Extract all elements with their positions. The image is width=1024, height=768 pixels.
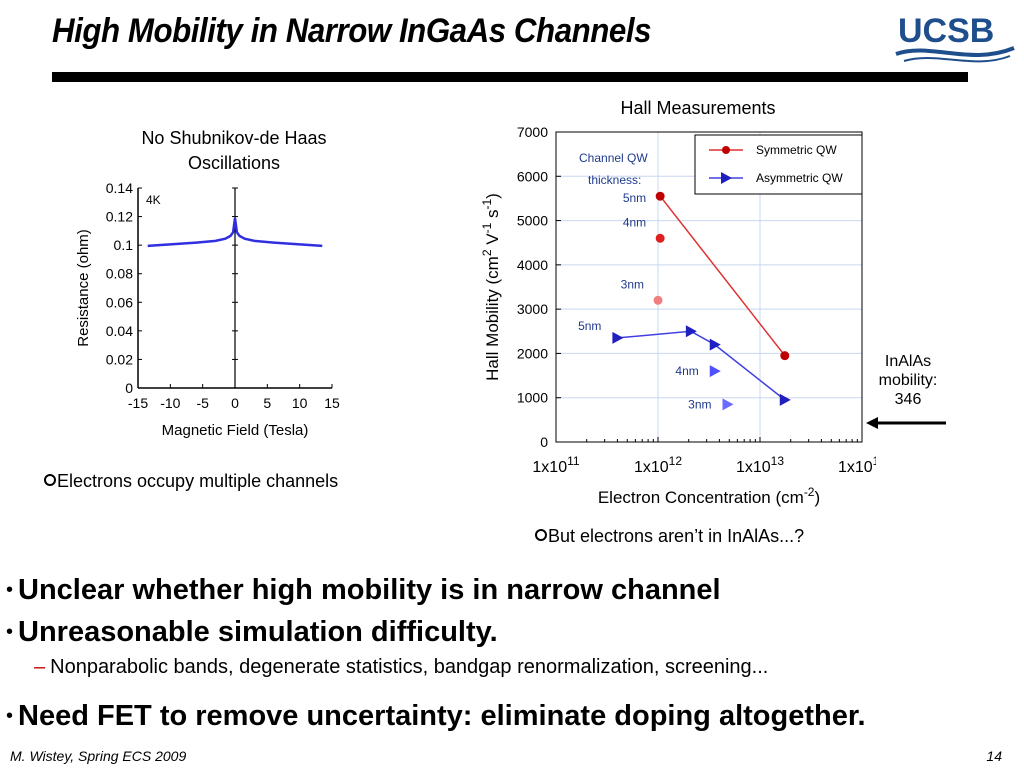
right-note: But electrons aren’t in InAlAs...?: [535, 526, 804, 547]
hollow-bullet-icon: [535, 529, 547, 541]
y-tick-label: 0.06: [106, 294, 133, 310]
symmetric-qw-point: [780, 351, 790, 361]
point-label: 3nm: [621, 277, 644, 291]
x-tick-label: 0: [231, 395, 239, 411]
y-tick-label: 0.02: [106, 351, 133, 367]
thickness-title-line1: Channel QW: [579, 151, 648, 165]
y-tick-label: 0: [540, 434, 548, 450]
y-tick-label: 1000: [517, 390, 548, 406]
bullet-2: • Unreasonable simulation difficulty.: [6, 616, 498, 648]
thickness-title-line2: thickness:: [588, 173, 641, 187]
symmetric-qw-point: [655, 233, 665, 243]
x-tick-label: 10: [292, 395, 308, 411]
ucsb-logo: UCSB: [895, 12, 1015, 63]
y-tick-label: 6000: [517, 168, 548, 184]
x-tick-label: -5: [196, 395, 209, 411]
asymmetric-qw-point: [612, 331, 624, 344]
x-tick-label: 5: [263, 395, 271, 411]
y-tick-label: 0.12: [106, 209, 133, 225]
hall-mobility-chart: 0 1000 2000 3000 4000 5000 6000 7000 1x1011 1x101…: [480, 124, 876, 507]
right-chart-caption: Hall Measurements: [620, 98, 776, 118]
dash-icon: –: [34, 656, 46, 678]
left-note: Electrons occupy multiple channels: [44, 471, 338, 492]
legend-symmetric-marker: [722, 146, 730, 154]
bullet-dot-icon: •: [6, 621, 14, 643]
x-tick-label: 1x1012: [634, 454, 682, 476]
x-axis-label: Magnetic Field (Tesla): [162, 422, 309, 439]
x-tick-label: 15: [324, 395, 340, 411]
legend-asymmetric-marker: [721, 172, 732, 184]
sub-bullet: – Nonparabolic bands, degenerate statisti…: [34, 656, 769, 678]
point-label: 4nm: [623, 215, 646, 229]
slide-title: High Mobility in Narrow InGaAs Channels: [52, 12, 652, 50]
symmetric-qw-line: [659, 195, 786, 357]
y-axis-label: Hall Mobility (cm2 V-1 s-1): [480, 193, 502, 381]
resistance-curve: [147, 217, 323, 248]
left-caption-line1: No Shubnikov-de Haas: [141, 128, 327, 148]
bullet-dot-icon: •: [6, 705, 14, 727]
y-tick-label: 5000: [517, 213, 548, 229]
asymmetric-qw-point: [779, 393, 791, 406]
symmetric-qw-point: [655, 191, 665, 201]
inalas-mobility-label: InAlAs mobility: 346: [878, 353, 938, 408]
x-tick-label: 1x1011: [532, 454, 579, 476]
point-label: 3nm: [688, 397, 711, 411]
y-tick-label: 7000: [517, 124, 548, 140]
x-tick-label: 1x1014: [838, 454, 876, 476]
hollow-bullet-icon: [44, 474, 56, 486]
y-tick-label: 3000: [517, 301, 548, 317]
chart-legend: Symmetric QW Asymmetric QW: [694, 134, 863, 195]
inalas-arrow-icon: [866, 417, 946, 429]
bullet-1: • Unclear whether high mobility is in nar…: [6, 574, 721, 606]
y-axis-label: Resistance (ohm): [75, 229, 92, 347]
temperature-label: 4K: [146, 193, 161, 207]
y-tick-label: 2000: [517, 345, 548, 361]
point-label: 5nm: [578, 319, 601, 333]
x-tick-label: 1x1013: [736, 454, 784, 476]
bullet-dot-icon: •: [6, 579, 14, 601]
y-tick-label: 0.04: [106, 323, 133, 339]
resistance-chart: -15 -10 -5 0 5 10 15 0 0.02 0.04 0.06 0.08 0.1 0.12 0.…: [75, 180, 340, 439]
footer-author: M. Wistey, Spring ECS 2009: [10, 748, 187, 764]
asymmetric-qw-point: [709, 338, 721, 351]
logo-text: UCSB: [898, 12, 994, 50]
page-number: 14: [986, 748, 1002, 764]
y-tick-label: 0.1: [114, 237, 134, 253]
x-tick-label: -10: [160, 395, 180, 411]
point-label: 5nm: [623, 191, 646, 205]
legend-symmetric-label: Symmetric QW: [756, 143, 837, 157]
asymmetric-qw-point: [722, 398, 734, 411]
y-tick-label: 4000: [517, 257, 548, 273]
title-underline: [52, 72, 968, 82]
y-tick-label: 0.08: [106, 266, 133, 282]
x-axis-label: Electron Concentration (cm-2): [598, 485, 820, 507]
legend-asymmetric-label: Asymmetric QW: [756, 171, 843, 185]
left-caption-line2: Oscillations: [187, 153, 281, 173]
asymmetric-qw-line: [617, 330, 786, 401]
y-tick-label: 0: [125, 380, 133, 396]
symmetric-qw-point: [653, 295, 663, 305]
point-label: 4nm: [675, 364, 698, 378]
asymmetric-qw-point: [685, 325, 697, 338]
left-chart-caption: No Shubnikov-de Haas Oscillations: [110, 126, 358, 176]
y-tick-label: 0.14: [106, 180, 133, 196]
asymmetric-qw-point: [709, 365, 721, 378]
x-tick-label: -15: [128, 395, 148, 411]
bullet-3: • Need FET to remove uncertainty: elimina…: [6, 700, 866, 732]
